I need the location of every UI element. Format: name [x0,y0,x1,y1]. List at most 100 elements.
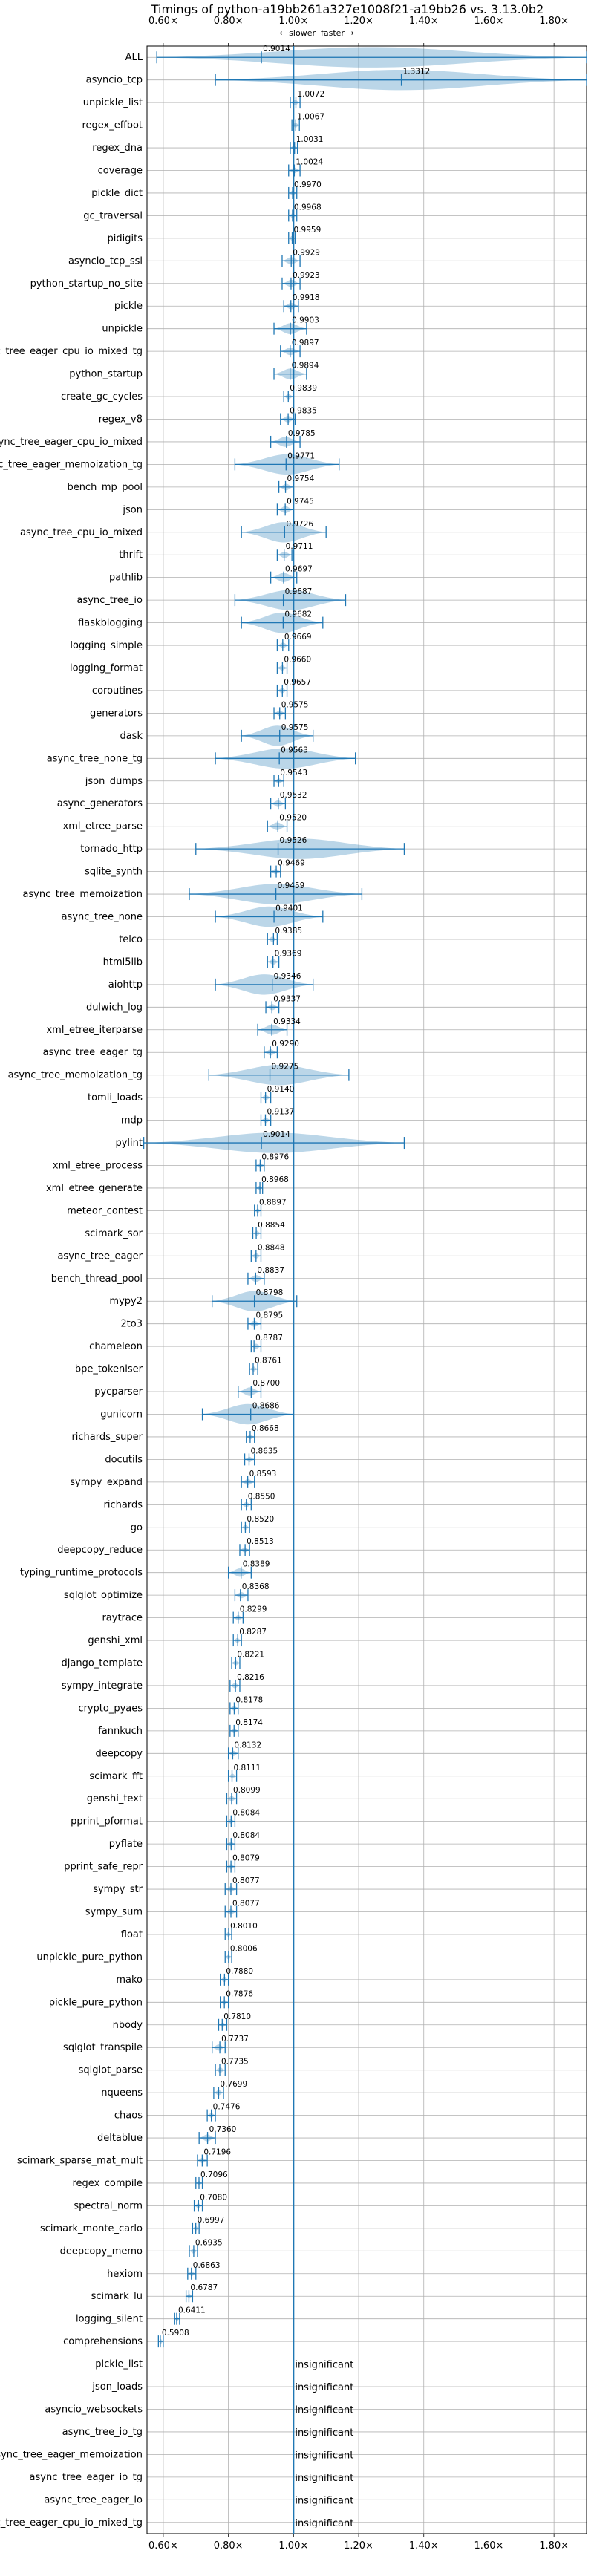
category-label: go [131,1522,143,1533]
category-label: json [122,504,143,515]
category-labels: ALL asyncio_tcp unpickle_list regex_effbotr… [0,52,143,2528]
category-label: async_tree_none_tg [47,753,143,764]
value-label: 0.8099 [233,1786,261,1795]
category-label: crypto_pyaes [78,1703,143,1714]
slower-label: ← slower [279,28,316,38]
value-label: 0.6787 [190,2283,218,2292]
value-label: 0.9968 [294,203,322,212]
value-label: 0.7080 [200,2193,227,2202]
value-label: 0.9669 [284,633,312,642]
value-label: 0.8787 [255,1334,283,1343]
value-label: 0.9526 [280,836,307,845]
value-label: 0.8593 [249,1470,277,1478]
value-label: 0.9369 [275,949,302,958]
category-label: async_tree_none [62,912,143,923]
insignificant-label: insignificant [295,2495,353,2506]
category-label: unpickle [102,324,143,335]
category-label: async_tree_eager_memoization [0,2449,143,2460]
insignificant-label: insignificant [295,2450,353,2461]
category-label: async_generators [57,798,143,809]
value-label: 0.9543 [280,769,307,777]
value-label: 0.8700 [252,1379,280,1388]
category-label: meteor_contest [67,1205,143,1216]
value-label: 0.9563 [281,746,308,754]
value-label: 0.8178 [235,1695,263,1704]
value-label: 0.9385 [275,927,302,936]
category-label: mypy2 [109,1296,143,1307]
category-label: richards_super [71,1432,143,1443]
value-label: 0.9469 [278,859,305,868]
category-label: sympy_sum [85,1907,143,1918]
value-label: 0.8132 [234,1741,261,1750]
category-label: sqlite_synth [85,867,143,878]
value-label: 0.8520 [247,1515,274,1524]
value-label: 0.9771 [287,451,315,460]
value-label: 0.7810 [223,2012,251,2021]
value-label: 0.8077 [232,1876,260,1885]
value-label: 0.6411 [178,2306,206,2315]
category-label: asyncio_tcp_ssl [68,255,143,267]
value-label: 1.0031 [296,135,324,144]
category-label: pickle [114,301,143,312]
category-label: genshi_xml [88,1635,143,1646]
category-label: fannkuch [98,1726,143,1737]
value-label: 0.8221 [237,1651,264,1660]
category-label: pickle_pure_python [49,1997,143,2008]
category-label: xml_etree_iterparse [46,1025,143,1036]
value-label: 0.9711 [286,542,313,551]
value-label: 0.9660 [284,656,311,665]
x-tick-label-top: 1.40× [409,16,439,27]
x-tick-label-top: 1.60× [474,16,504,27]
x-axis-ticks: 0.60× 0.60× 0.80× 0.80× 1.00× 1.00× 1.20× 1.20×… [148,16,569,2551]
value-label: 0.9575 [281,723,309,732]
chart-title: Timings of python-a19bb261a327e1008f21-a… [151,2,544,16]
category-label: logging_simple [70,640,143,651]
value-label: 0.8795 [255,1311,283,1320]
value-label: 1.0067 [297,113,324,122]
plot-border [146,45,587,2534]
category-label: docutils [105,1454,143,1465]
value-label: 0.8010 [230,1922,258,1931]
value-label: 0.8287 [239,1628,267,1637]
category-label: pidigits [108,233,143,244]
category-label: telco [119,934,143,945]
category-label: typing_runtime_protocols [20,1568,143,1579]
category-label: mako [116,1975,143,1986]
category-label: sqlglot_optimize [64,1590,143,1601]
category-label: tomli_loads [88,1092,143,1103]
value-label: 0.6863 [193,2261,221,2270]
value-label: 0.8668 [252,1424,279,1433]
category-label: sqlglot_transpile [63,2042,143,2053]
value-label: 0.9726 [286,520,313,529]
value-label: 0.8837 [257,1266,284,1275]
category-label: asyncio_tcp [86,75,143,86]
value-label: 0.8368 [242,1582,270,1591]
category-label: async_tree_memoization_tg [8,1070,143,1081]
category-label: async_tree_io [76,595,143,606]
category-label: unpickle_list [83,97,143,108]
category-label: ALL [125,52,143,63]
category-label: async_tree_eager_memoization_tg [0,459,143,470]
value-label: 0.7476 [213,2103,241,2112]
category-label: sympy_expand [70,1477,143,1488]
value-label: 0.9918 [293,293,320,302]
category-label: regex_v8 [99,414,143,425]
x-tick-label-bottom: 1.80× [539,2540,569,2551]
x-tick-label-bottom: 1.20× [344,2540,373,2551]
value-label: 0.7737 [221,2035,249,2044]
category-label: deepcopy [95,1748,143,1759]
value-label: 1.3312 [403,68,431,76]
value-label: 0.9835 [290,407,317,416]
category-label: thrift [119,550,143,561]
value-label: 0.9745 [287,497,314,506]
category-label: chameleon [89,1341,143,1352]
faster-label: faster → [321,28,354,38]
value-label: 1.0072 [297,90,324,99]
value-label: 0.9346 [274,972,301,981]
value-label: 0.7196 [203,2148,231,2157]
category-label: python_startup_no_site [30,278,143,290]
category-label: async_tree_eager_cpu_io_mixed_tg [0,2517,143,2528]
category-label: async_tree_eager [57,1250,143,1262]
x-tick-label-bottom: 1.40× [409,2540,439,2551]
